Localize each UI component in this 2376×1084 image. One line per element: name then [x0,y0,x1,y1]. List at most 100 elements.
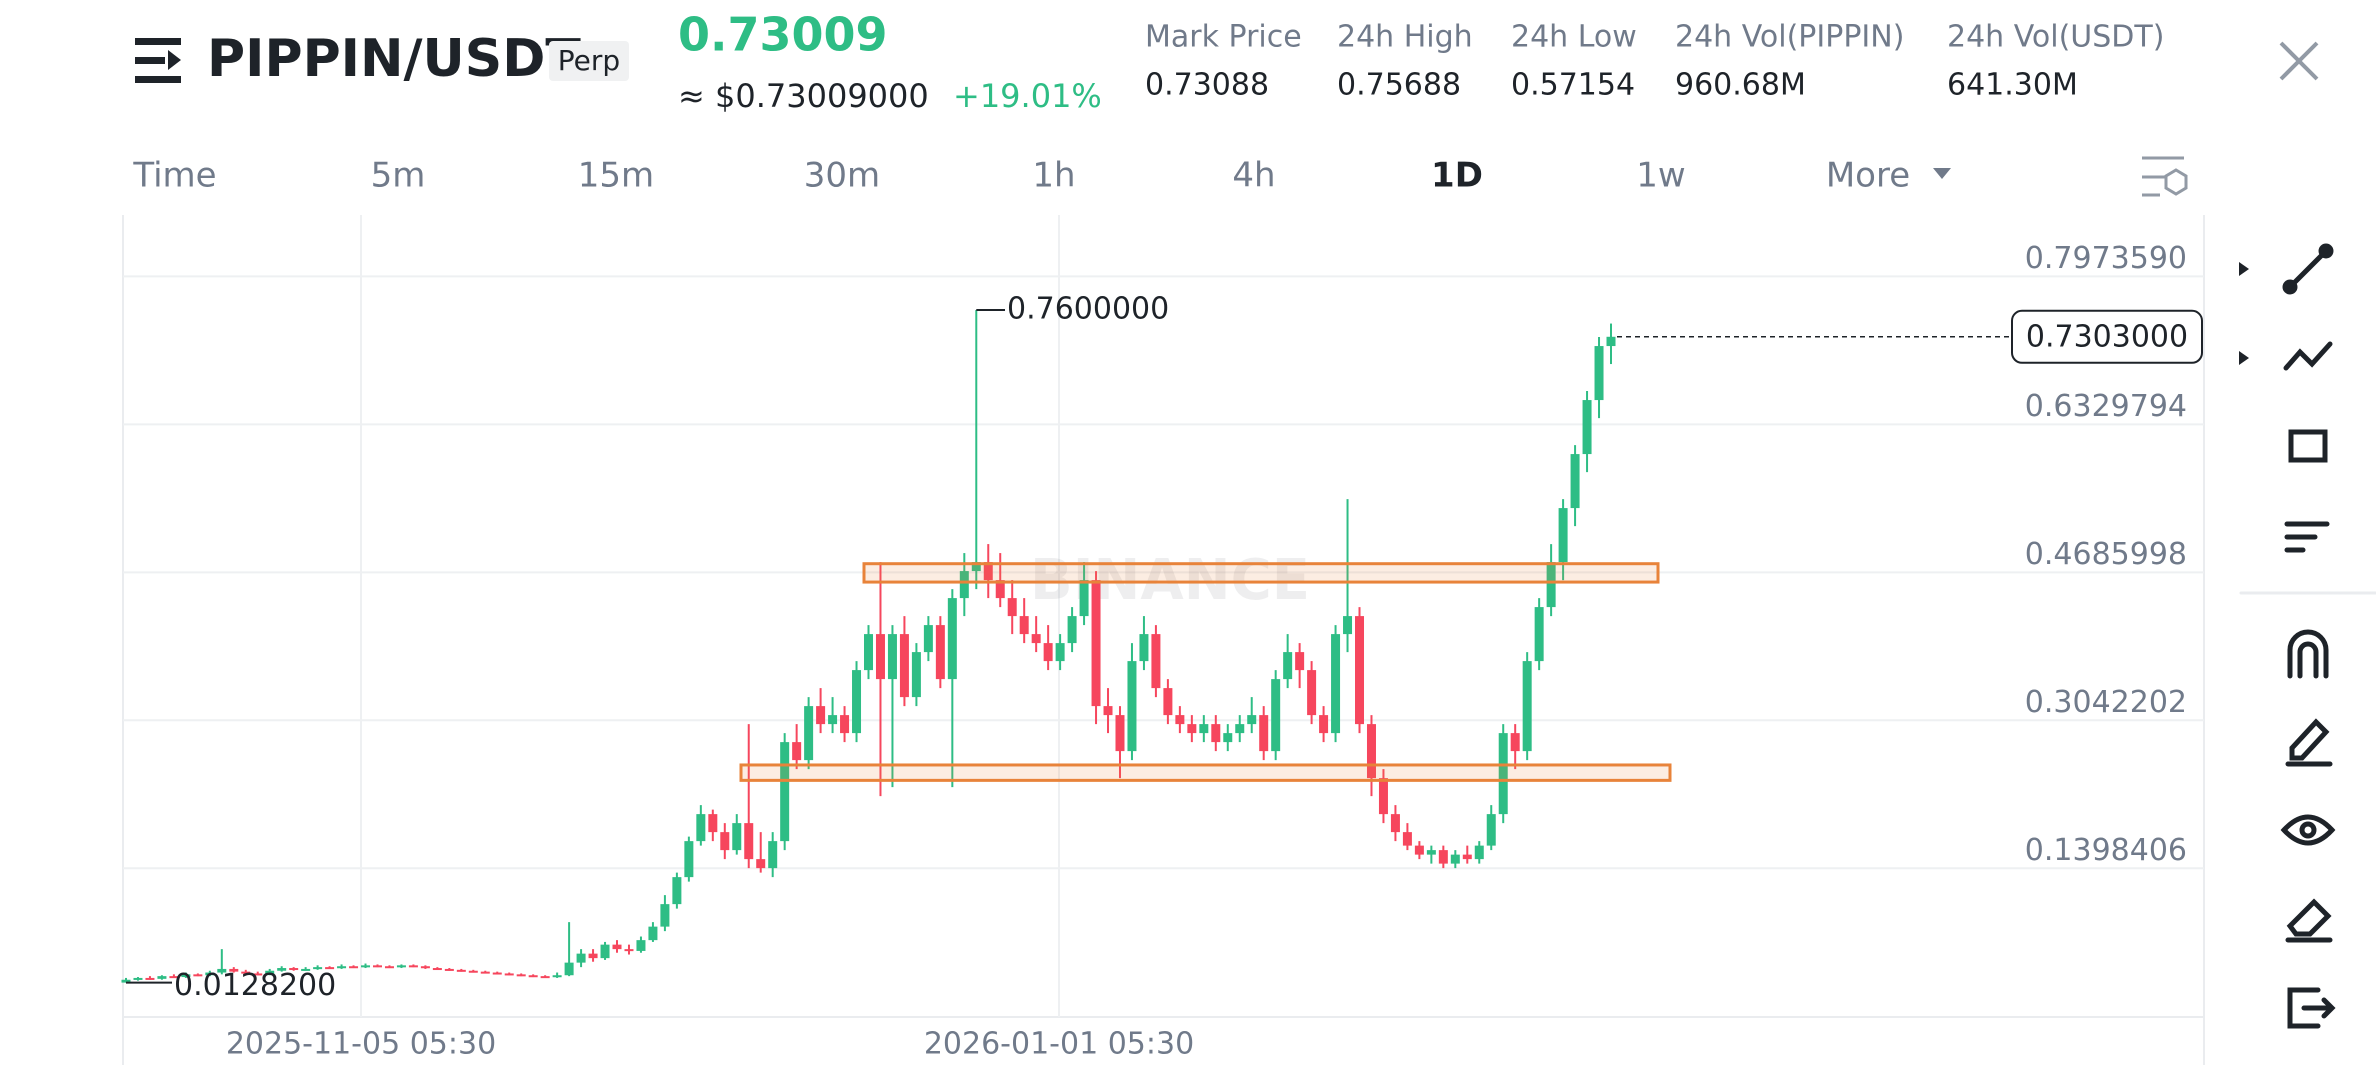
timeframe-tab[interactable]: 30m [804,156,880,196]
indicator-tool[interactable] [2284,521,2330,553]
stat-label: 24h High [1337,20,1473,55]
candle-body [1570,454,1580,509]
candle-body [887,634,897,680]
candle-body [1331,634,1341,734]
approx-price: ≈ $0.73009000 [678,77,929,115]
candle-body [899,634,909,698]
candle-body [1127,661,1137,752]
candle-body [971,562,981,572]
candle-body [911,652,921,698]
candle-body [756,859,766,869]
y-tick-label: 0.6329794 [2025,389,2187,424]
timeframe-tab[interactable]: 1w [1636,156,1685,196]
candle-body [1307,670,1317,716]
stat-label: 24h Low [1511,20,1637,55]
timeframe-tab[interactable]: 15m [578,156,654,196]
change: +19.01% [953,77,1102,115]
icon-path [2285,898,2333,943]
candle-body [1558,508,1568,563]
candle-body [875,634,885,680]
candle-body [277,968,287,971]
candle-body [1223,733,1233,743]
icon-dot [2318,243,2334,259]
candle-body [444,968,454,971]
menu-icon[interactable] [135,38,181,83]
x-tick-label: 2025-11-05 05:30 [226,1027,496,1062]
candle-body [1211,724,1221,743]
candle-body [1163,688,1173,716]
toolbar [2239,243,2376,1029]
candle-body [1007,598,1017,617]
candle-body [1343,616,1353,635]
candle-body [540,976,550,979]
timeframe-tab[interactable]: Time [132,156,216,196]
candle-body [372,965,382,968]
magnet-tool[interactable] [2287,629,2329,679]
candle-body [564,962,574,976]
candle-body [828,715,838,725]
candle-body [1486,814,1496,846]
candle-body [408,965,418,968]
candle-body [696,814,706,842]
pen-tool[interactable] [2285,718,2333,767]
candle-body [1582,400,1592,455]
timeframe-tab[interactable]: 5m [371,156,426,196]
candle-body [1151,634,1161,689]
candle-body [480,971,490,974]
expand-arrow [2239,351,2249,365]
candle-body [1091,580,1101,707]
candle-body [720,832,730,851]
icon-dot [2299,821,2317,839]
candle-body [1606,336,1616,347]
candle-body [804,706,814,761]
candle-body [1103,706,1113,716]
candle-body [864,634,873,671]
candle-body [1474,845,1484,860]
candle-body [780,742,790,842]
candle-body [1115,715,1125,752]
timeframe-tab[interactable]: More [1826,156,1910,196]
candle-body [947,598,957,680]
candle-body [588,953,598,959]
candle-body [1295,652,1305,671]
candle-body [1235,724,1245,734]
candle-body [313,967,323,970]
icon-path [2287,987,2336,1029]
candle-body [1043,643,1053,662]
candle-body [504,973,514,976]
candle-body [1247,715,1257,725]
settings-icon[interactable] [2142,156,2188,197]
candle-body [1462,854,1472,860]
candle-body [337,966,347,969]
icon-path [2285,718,2333,767]
icon-bar [135,76,181,83]
candle-body [229,968,239,972]
candle-body [612,944,622,950]
line-tool[interactable] [2282,243,2334,295]
icon-path [2287,629,2329,679]
close-button[interactable] [2279,41,2319,81]
icon-bar [135,38,181,45]
candle-body [121,979,131,983]
exit-tool[interactable] [2287,987,2336,1029]
shape-tool[interactable] [2288,429,2328,463]
candle-body [552,975,562,978]
symbol[interactable]: PIPPIN/USDT [207,29,581,89]
timeframe-tab[interactable]: 1h [1032,156,1075,196]
tag-bg [549,41,629,81]
candle-body [396,965,406,968]
stat-label: 24h Vol(USDT) [1947,20,2164,55]
y-tick-label: 0.7973590 [2025,241,2187,276]
stat-value: 0.75688 [1337,68,1461,103]
eraser-tool[interactable] [2285,898,2333,943]
candle-body [768,841,778,869]
timeframe-tab[interactable]: 1D [1431,156,1483,196]
candle-body [648,926,658,941]
fib-tool[interactable] [2283,341,2333,371]
candle-body [384,966,394,969]
candle-body [468,970,478,973]
candle-body [325,967,335,970]
candle-body [1522,661,1532,752]
timeframe-tab[interactable]: 4h [1232,156,1275,196]
eye-tool[interactable] [2280,814,2336,846]
